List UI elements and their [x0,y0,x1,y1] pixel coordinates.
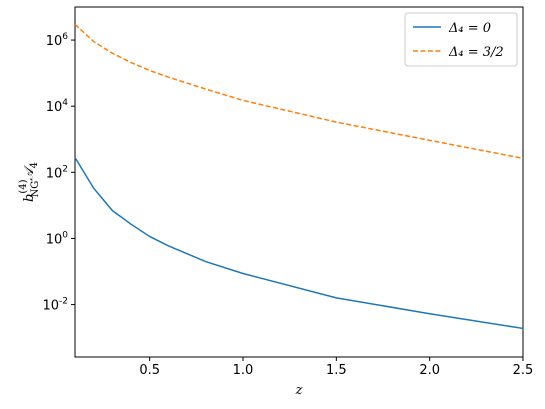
y-tick-base: 10 [46,166,63,181]
legend-label: Δ₄ = 0 [448,21,491,36]
y-tick-base: 10 [46,100,63,115]
y-axis-label: b(4)NG𝒜4 [18,162,41,202]
x-tick-label: 2.0 [419,363,440,378]
y-tick-label: 102 [46,164,68,181]
y-axis-label-text: b(4)NG𝒜4 [18,162,41,202]
x-tick-label: 1.0 [233,363,254,378]
y-tick-base: 10 [46,34,63,49]
y-tick-exponent: -2 [59,297,68,307]
y-tick-base: 10 [42,299,59,314]
data-line [74,23,524,160]
data-line [74,157,524,330]
y-tick-label: 104 [46,98,69,115]
y-tick-label: 106 [46,32,69,49]
y-tick-base: 10 [46,232,63,247]
y-label-part: 4 [29,162,40,168]
y-tick-exponent: 2 [62,164,68,174]
y-label-part: (4) [18,179,29,193]
x-tick-label: 2.5 [513,363,534,378]
y-tick-exponent: 6 [62,32,68,42]
y-tick-exponent: 4 [62,98,68,108]
y-label-part: 𝒜 [22,165,37,181]
y-label-part: b [22,194,37,202]
x-axis-label: z [295,383,303,398]
plot-frame [74,6,524,358]
y-tick-label: 100 [46,230,69,247]
y-tick-label: 10-2 [42,297,68,314]
legend-label: Δ₄ = 3/2 [448,45,504,60]
x-tick-label: 1.5 [326,363,347,378]
x-tick-label: 0.5 [139,363,160,378]
y-label-part: NG [30,181,41,198]
y-tick-exponent: 0 [62,230,68,240]
